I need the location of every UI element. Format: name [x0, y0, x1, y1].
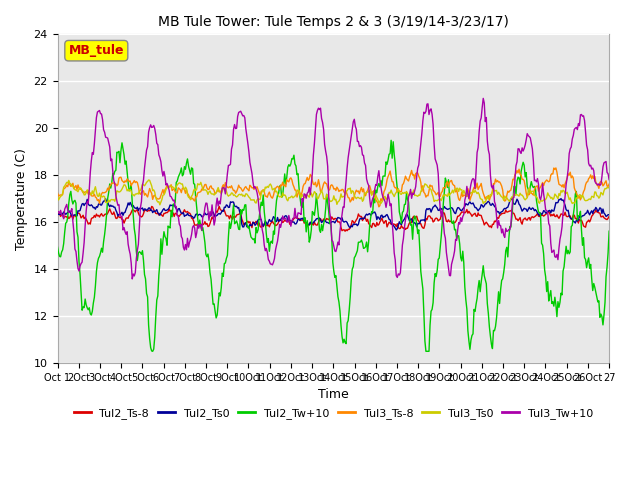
- Text: MB_tule: MB_tule: [68, 44, 124, 57]
- Title: MB Tule Tower: Tule Temps 2 & 3 (3/19/14-3/23/17): MB Tule Tower: Tule Temps 2 & 3 (3/19/14…: [158, 15, 509, 29]
- X-axis label: Time: Time: [318, 388, 349, 401]
- Y-axis label: Temperature (C): Temperature (C): [15, 148, 28, 250]
- Legend: Tul2_Ts-8, Tul2_Ts0, Tul2_Tw+10, Tul3_Ts-8, Tul3_Ts0, Tul3_Tw+10: Tul2_Ts-8, Tul2_Ts0, Tul2_Tw+10, Tul3_Ts…: [69, 403, 597, 423]
